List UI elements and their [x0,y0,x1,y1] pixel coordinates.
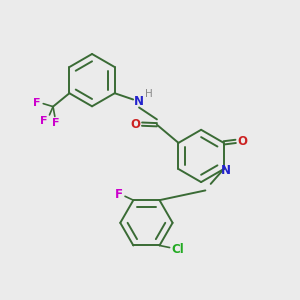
Text: F: F [40,116,48,127]
Text: N: N [221,164,231,177]
Text: Cl: Cl [172,242,184,256]
Text: N: N [134,95,144,108]
Text: F: F [52,118,59,128]
Text: H: H [145,89,152,99]
Text: O: O [130,118,140,131]
Text: F: F [115,188,122,201]
Text: F: F [33,98,40,108]
Text: O: O [237,135,247,148]
